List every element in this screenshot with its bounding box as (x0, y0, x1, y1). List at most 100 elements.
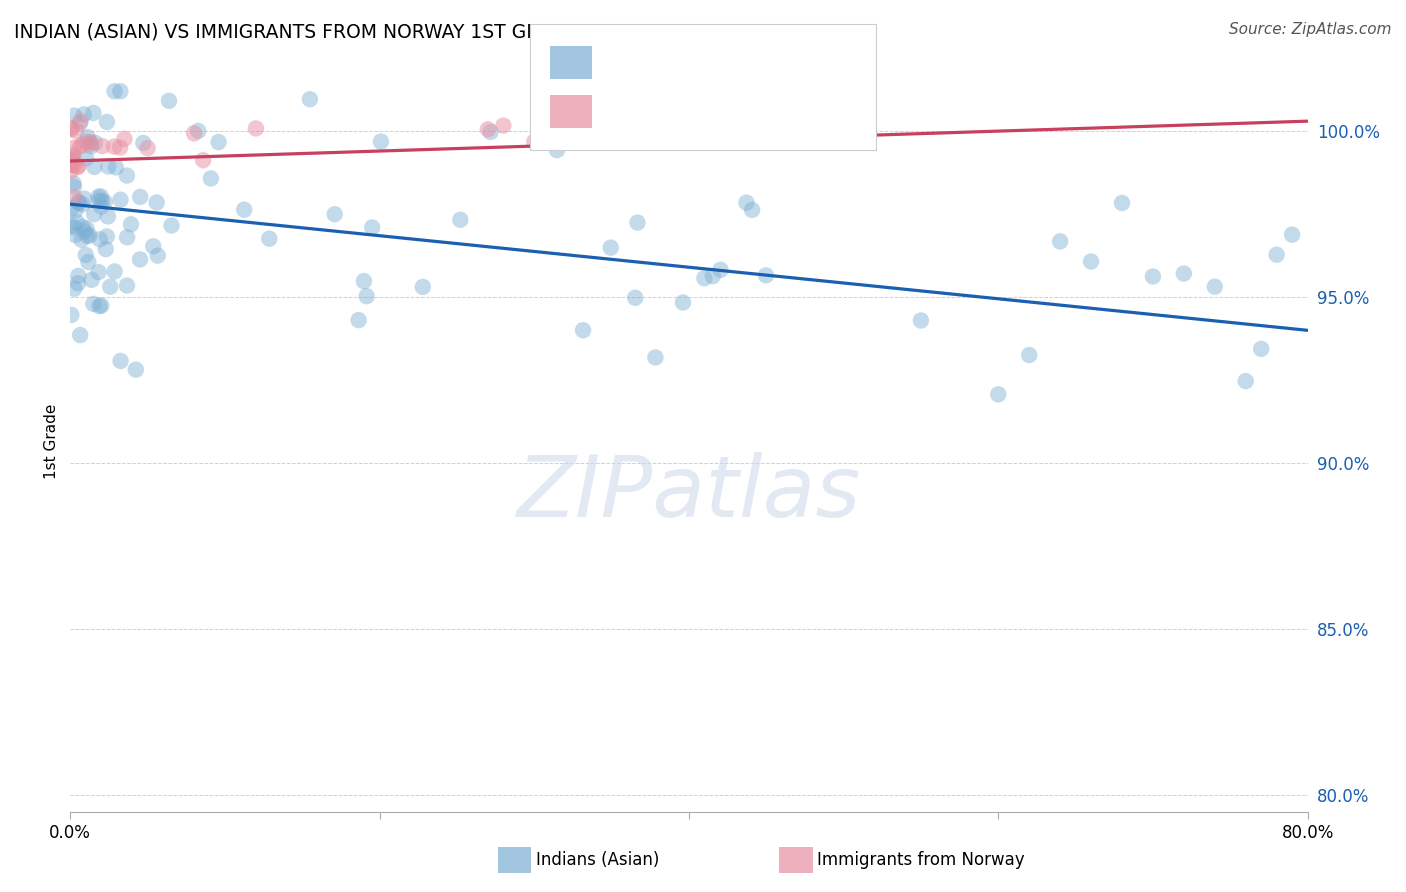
Point (115, 169, 138, 183)
Point (245, 121, 267, 136)
Point (183, 126, 205, 140)
Point (115, 230, 138, 244)
Point (65, 203, 87, 218)
Point (361, 220, 384, 235)
Point (62, 150, 84, 164)
Text: R = -0.407   N = 116: R = -0.407 N = 116 (598, 47, 779, 65)
Point (82, 297, 104, 311)
Point (523, 135, 546, 149)
Point (60, 158, 83, 172)
Text: Source: ZipAtlas.com: Source: ZipAtlas.com (1229, 22, 1392, 37)
Point (644, 351, 666, 365)
Point (353, 274, 375, 288)
Point (108, 140, 131, 154)
Point (110, 193, 132, 207)
Point (73, 192, 96, 206)
Point (146, 249, 169, 263)
Point (82, 106, 104, 120)
Point (70, 233, 93, 247)
Point (125, 362, 148, 376)
Point (63, 220, 86, 235)
Point (63, 190, 86, 204)
Point (97, 210, 120, 224)
Point (572, 323, 595, 337)
Point (103, 139, 125, 153)
Point (347, 313, 370, 327)
Point (94, 242, 117, 256)
Point (73, 225, 96, 239)
Point (87, 194, 110, 208)
Point (79, 136, 101, 151)
Point (110, 354, 132, 368)
Point (72, 197, 94, 211)
Point (1080, 254, 1102, 268)
Point (200, 171, 222, 186)
Point (187, 124, 209, 138)
Point (129, 190, 152, 204)
Point (709, 263, 731, 277)
Point (1234, 374, 1257, 388)
Point (75, 248, 97, 262)
Point (96, 229, 118, 244)
Point (76, 221, 98, 235)
Point (83, 207, 105, 221)
Point (72, 137, 94, 152)
Point (1265, 248, 1288, 262)
Point (626, 216, 648, 230)
Point (90, 299, 112, 313)
Point (298, 92, 321, 106)
Point (87, 265, 110, 279)
Point (93, 195, 115, 210)
Point (129, 252, 152, 267)
Point (1204, 279, 1226, 293)
Point (67, 194, 90, 209)
Point (89, 299, 111, 313)
Point (69, 328, 91, 343)
Point (76, 130, 98, 145)
Point (77, 255, 100, 269)
Point (75, 152, 97, 166)
Point (63, 179, 86, 194)
Point (60, 122, 83, 136)
Point (66, 277, 89, 291)
Point (84, 136, 107, 150)
Point (97, 160, 120, 174)
Point (1049, 235, 1071, 249)
Point (207, 135, 229, 149)
Point (69, 116, 91, 130)
Point (370, 135, 392, 149)
Point (1173, 267, 1195, 281)
Point (160, 219, 183, 233)
Point (69, 114, 91, 128)
Point (89, 232, 111, 246)
Point (103, 264, 125, 278)
Point (96, 115, 118, 129)
Point (98, 279, 121, 293)
Point (80, 139, 103, 153)
Point (114, 132, 135, 146)
Point (356, 289, 378, 303)
Point (66, 215, 89, 229)
Point (120, 217, 142, 231)
Point (735, 195, 758, 210)
Point (492, 119, 515, 133)
Point (63, 140, 86, 154)
Point (63, 158, 86, 172)
Point (132, 136, 155, 150)
Point (259, 232, 281, 246)
Point (1142, 269, 1164, 284)
Point (157, 94, 180, 108)
Point (702, 269, 724, 284)
Text: R =  0.355   N =  29: R = 0.355 N = 29 (598, 96, 773, 114)
Point (546, 143, 568, 157)
Point (104, 161, 127, 175)
Point (59, 120, 82, 135)
Text: Immigrants from Norway: Immigrants from Norway (817, 851, 1025, 869)
Point (79, 228, 101, 243)
Point (741, 202, 763, 217)
Point (90, 189, 112, 203)
Point (60, 153, 83, 168)
Point (136, 141, 159, 155)
Point (87, 190, 110, 204)
Point (1111, 196, 1133, 211)
